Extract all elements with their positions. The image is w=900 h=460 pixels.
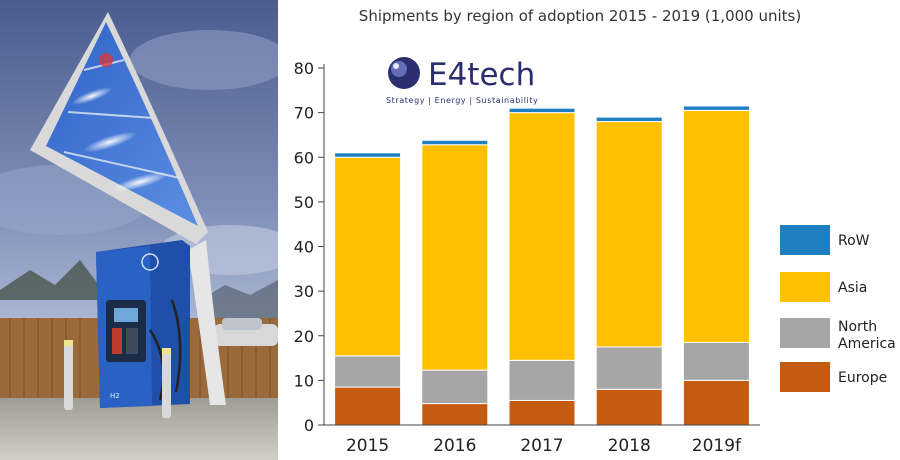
bar-segment-row-2015 [334, 152, 402, 158]
legend-swatch [780, 272, 830, 302]
stacked-bar-chart: E4tech Strategy | Energy | Sustainabilit… [294, 57, 896, 456]
y-tick-label: 70 [294, 104, 314, 123]
bar-segment-europe-2019f [682, 379, 750, 426]
bar-segment-north-america-2018 [595, 346, 663, 390]
bar-segment-north-america-2015 [334, 355, 402, 388]
bar-segment-row-2018 [595, 116, 663, 123]
logo-name: E4tech [428, 57, 535, 93]
y-tick-label: 20 [294, 327, 314, 346]
x-category-label: 2019f [692, 436, 742, 456]
bar-segment-north-america-2019f [682, 341, 750, 381]
bar-segment-europe-2017 [508, 399, 576, 426]
bar-segment-row-2019f [682, 105, 750, 111]
bar-segment-north-america-2016 [421, 369, 489, 405]
bar-segment-north-america-2017 [508, 359, 576, 401]
y-tick-label: 60 [294, 148, 314, 167]
bar-segment-asia-2019f [682, 109, 750, 343]
bar-segment-asia-2016 [421, 144, 489, 371]
x-category-label: 2015 [346, 436, 389, 456]
legend-swatch [780, 225, 830, 255]
bar-segment-row-2016 [421, 139, 489, 146]
bar-segment-row-2017 [508, 107, 576, 114]
y-tick-label: 10 [294, 371, 314, 390]
y-tick-label: 30 [294, 282, 314, 301]
legend-swatch [780, 362, 830, 392]
y-tick-label: 50 [294, 193, 314, 212]
x-category-label: 2016 [433, 436, 476, 456]
legend-label: North [838, 319, 877, 335]
bar-segment-asia-2015 [334, 156, 402, 357]
legend-label: RoW [838, 233, 870, 249]
logo-tagline: Strategy | Energy | Sustainability [386, 96, 538, 105]
bar-segment-europe-2015 [334, 386, 402, 426]
legend-label: Asia [838, 280, 867, 296]
bar-segment-asia-2017 [508, 112, 576, 361]
legend-label: Europe [838, 370, 887, 386]
bar-segment-europe-2018 [595, 388, 663, 426]
y-tick-label: 40 [294, 238, 314, 257]
y-tick-label: 80 [294, 59, 314, 78]
pump-label: H2 [110, 392, 120, 400]
chart-title: Shipments by region of adoption 2015 - 2… [358, 7, 802, 25]
legend-label: America [838, 336, 896, 352]
y-tick-label: 0 [304, 416, 314, 435]
x-category-label: 2017 [520, 436, 563, 456]
e4tech-logo: E4tech Strategy | Energy | Sustainabilit… [386, 57, 538, 105]
fuel-station-photo: H2 [0, 0, 278, 460]
legend-swatch [780, 318, 830, 348]
bar-segment-europe-2016 [421, 403, 489, 426]
bar-segment-asia-2018 [595, 121, 663, 348]
x-category-label: 2018 [608, 436, 651, 456]
